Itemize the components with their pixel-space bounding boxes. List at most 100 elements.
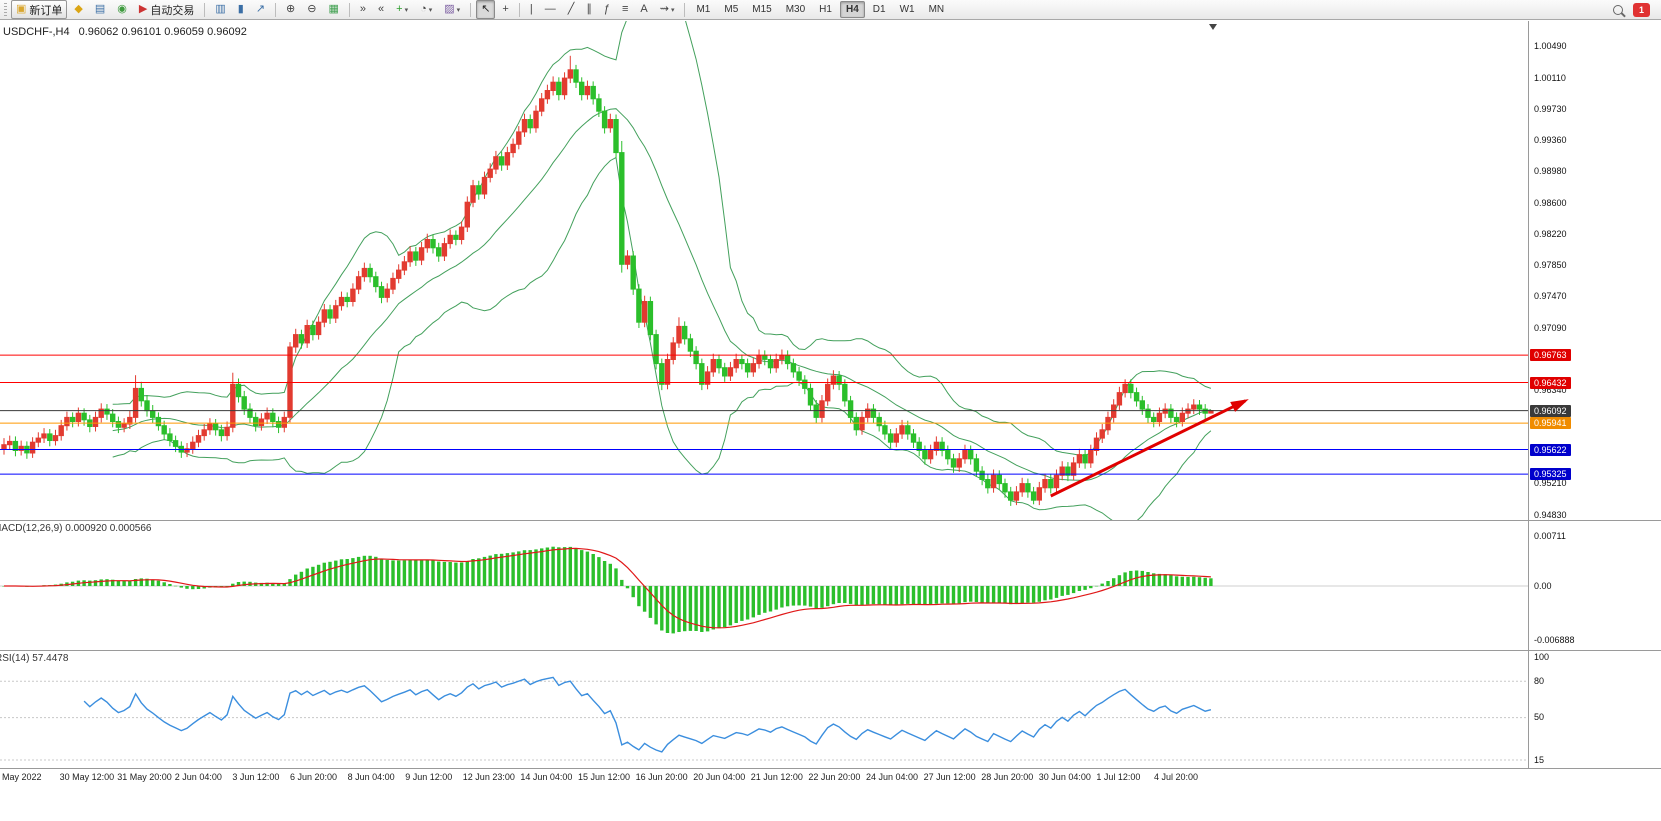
bollinger-lower-band: [112, 156, 1212, 520]
current-price-line-badge: 0.96092: [1530, 404, 1571, 417]
periods-icon: ◔: [420, 3, 427, 15]
arrows-icon: ⇝: [659, 3, 669, 15]
price-axis-label: 0.98600: [1534, 197, 1567, 208]
time-axis-label: 2 Jun 04:00: [174, 772, 222, 782]
crosshair-icon: +: [502, 3, 509, 15]
metaeditor-icon: ◆: [74, 3, 83, 15]
new-order-button[interactable]: ▣ 新订单: [11, 0, 68, 19]
time-axis-label: 14 Jun 04:00: [520, 772, 573, 782]
macd-axis-label: 0.00: [1534, 581, 1552, 591]
time-axis-label: 24 Jun 04:00: [866, 772, 919, 782]
candlestick-chart-icon: ▮: [237, 3, 244, 15]
time-axis-label: May 2022: [2, 772, 42, 782]
rsi-line: [83, 676, 1212, 753]
panel-separator[interactable]: [0, 650, 1661, 651]
candlestick-chart-canvas[interactable]: [0, 21, 1528, 520]
andrews-lines-button[interactable]: ≡: [617, 0, 633, 19]
auto-trading-button[interactable]: ▶ 自动交易: [134, 0, 199, 19]
periods-button[interactable]: ◔ ▾: [415, 0, 437, 19]
time-axis-label: 15 Jun 12:00: [578, 772, 631, 782]
candles-series: [1, 55, 1214, 506]
auto-scroll-button[interactable]: »: [355, 0, 371, 19]
price-chart[interactable]: USDCHF-,H4 0.96062 0.96101 0.96059 0.9609…: [0, 21, 1528, 520]
chart-symbol-timeframe: USDCHF-,H4: [3, 26, 70, 38]
resistance-line-1-badge: 0.96763: [1530, 349, 1571, 362]
crosshair-button[interactable]: +: [497, 0, 513, 19]
zoom-in-icon: ⊕: [286, 3, 296, 15]
macd-panel[interactable]: MACD(12,26,9) 0.000920 0.000566: [0, 521, 1528, 650]
navigator-button[interactable]: ◉: [112, 0, 132, 19]
chart-shift-button[interactable]: «: [373, 0, 389, 19]
channel-icon: ∥: [586, 3, 592, 15]
panel-separator[interactable]: [0, 520, 1661, 521]
trendline-icon: ╱: [567, 3, 575, 15]
templates-button[interactable]: ▨ ▾: [439, 0, 465, 19]
timeframe-button-m15[interactable]: M15: [752, 4, 772, 15]
timeframe-button-mn[interactable]: MN: [928, 4, 945, 15]
trendline-button[interactable]: ╱: [563, 0, 580, 19]
tile-windows-button[interactable]: ▦: [323, 0, 343, 19]
toolbar-right-group: 1: [1613, 2, 1658, 17]
macd-signal-line: [4, 547, 1211, 629]
horizontal-price-lines: [0, 354, 1528, 475]
horizontal-line-button[interactable]: —: [540, 0, 561, 19]
macd-histogram: [2, 546, 1213, 634]
timeframe-button-h4[interactable]: H4: [839, 1, 865, 18]
time-axis-label: 31 May 20:00: [117, 772, 172, 782]
fibonacci-icon: ƒ: [603, 3, 610, 15]
price-axis-label: 1.00110: [1534, 72, 1566, 83]
timeframe-button-m30[interactable]: M30: [785, 4, 806, 15]
cursor-button[interactable]: ↖: [476, 0, 496, 19]
bar-chart-button[interactable]: ▥: [210, 0, 230, 19]
toolbar-separator: [275, 2, 277, 17]
chart-shift-marker-icon[interactable]: [1209, 24, 1217, 30]
line-chart-button[interactable]: ↗: [251, 0, 270, 19]
time-axis-label: 4 Jul 20:00: [1154, 772, 1199, 782]
metaeditor-button[interactable]: ◆: [69, 0, 87, 19]
panel-separator[interactable]: [0, 768, 1661, 769]
support-line-orange-badge: 0.95941: [1530, 417, 1571, 430]
timeframe-button-m1[interactable]: M1: [696, 4, 711, 15]
time-axis-label: 20 Jun 04:00: [693, 772, 746, 782]
time-axis-label: 30 Jun 04:00: [1038, 772, 1091, 782]
price-axis: 1.00490 1.00110 0.99730 0.99360 0.98980 0.986…: [1528, 21, 1661, 769]
market-watch-icon: ▤: [94, 3, 106, 15]
macd-canvas: [0, 546, 1528, 634]
candlestick-chart-button[interactable]: ▮: [233, 0, 249, 19]
rsi-panel[interactable]: RSI(14) 57.4478: [0, 651, 1528, 768]
text-icon: A: [640, 3, 648, 15]
timeframe-button-m5[interactable]: M5: [724, 4, 739, 15]
toolbar-separator: [470, 2, 472, 17]
time-axis-label: 12 Jun 23:00: [462, 772, 515, 782]
zoom-out-button[interactable]: ⊖: [302, 0, 321, 19]
toolbar-separator: [518, 2, 520, 17]
notification-badge[interactable]: 1: [1633, 2, 1650, 17]
fibonacci-button[interactable]: ƒ: [599, 0, 615, 19]
macd-indicator-label: MACD(12,26,9) 0.000920 0.000566: [0, 523, 152, 534]
text-button[interactable]: A: [635, 0, 652, 19]
time-axis-label: 1 Jul 12:00: [1096, 772, 1141, 782]
trend-arrow[interactable]: [1050, 399, 1249, 498]
timeframe-button-w1[interactable]: W1: [899, 4, 915, 15]
cursor-icon: ↖: [481, 3, 491, 15]
auto-scroll-icon: »: [359, 3, 367, 15]
search-icon[interactable]: [1613, 4, 1623, 15]
support-line-blue-lower-badge: 0.95325: [1530, 468, 1571, 481]
timeframe-button-d1[interactable]: D1: [872, 4, 886, 15]
market-watch-button[interactable]: ▤: [90, 0, 110, 19]
timeframe-button-h1[interactable]: H1: [819, 4, 832, 15]
support-line-blue-upper-badge: 0.95622: [1530, 443, 1571, 456]
channel-button[interactable]: ∥: [581, 0, 597, 19]
toolbar-drag-handle[interactable]: [4, 3, 7, 16]
indicators-icon: +: [396, 3, 403, 15]
arrows-button[interactable]: ⇝ ▾: [655, 0, 680, 19]
zoom-in-button[interactable]: ⊕: [281, 0, 300, 19]
bollinger-middle-band: [112, 108, 1212, 482]
price-axis-label: 0.98220: [1534, 229, 1567, 239]
indicators-button[interactable]: + ▾: [391, 0, 413, 19]
vertical-line-button[interactable]: |: [525, 0, 538, 19]
auto-trading-icon: ▶: [138, 3, 148, 15]
time-axis-label: 16 Jun 20:00: [635, 772, 688, 782]
time-axis-label: 30 May 12:00: [59, 772, 115, 782]
new-order-button-label: 新订单: [29, 4, 63, 17]
